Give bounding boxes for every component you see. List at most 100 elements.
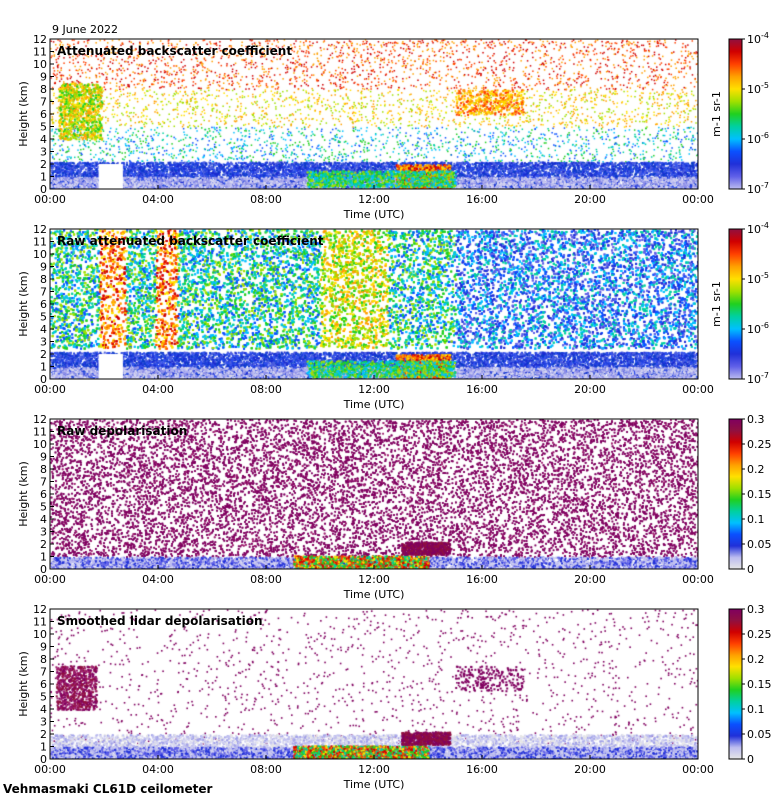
x-axis-label: Time (UTC) <box>343 778 405 791</box>
x-tick-label: 04:00 <box>142 763 174 776</box>
panel-title: Raw depolarisation <box>57 424 187 438</box>
y-tick-label: 0 <box>40 563 47 576</box>
y-tick-label: 6 <box>40 298 47 311</box>
y-tick-label: 3 <box>40 336 47 349</box>
colorbar <box>728 608 743 760</box>
y-tick-label: 9 <box>40 451 47 464</box>
colorbar-tick-label: 10-6 <box>747 321 769 336</box>
x-tick-label: 16:00 <box>466 193 498 206</box>
colorbar-tick-label: 0.2 <box>747 463 765 476</box>
y-tick-label: 2 <box>40 538 47 551</box>
x-tick-label: 16:00 <box>466 383 498 396</box>
x-tick-label: 20:00 <box>574 763 606 776</box>
y-tick-label: 12 <box>33 603 47 616</box>
x-tick-label: 00:00 <box>34 763 66 776</box>
y-tick-label: 9 <box>40 71 47 84</box>
y-tick-label: 8 <box>40 273 47 286</box>
colorbar-tick-label: 0.15 <box>747 488 772 501</box>
y-axis-label: Height (km) <box>17 81 30 147</box>
heatmap-field <box>50 609 698 759</box>
colorbar-tick-label: 0.1 <box>747 703 765 716</box>
x-tick-label: 00:00 <box>682 573 714 586</box>
y-tick-label: 10 <box>33 248 47 261</box>
y-tick-label: 8 <box>40 463 47 476</box>
x-tick-label: 08:00 <box>250 573 282 586</box>
date-label: 9 June 2022 <box>52 23 118 36</box>
x-tick-label: 04:00 <box>142 193 174 206</box>
y-tick-label: 5 <box>40 691 47 704</box>
y-axis-label: Height (km) <box>17 651 30 717</box>
x-tick-label: 04:00 <box>142 383 174 396</box>
colorbar-tick-label: 0.2 <box>747 653 765 666</box>
x-tick-label: 12:00 <box>358 763 390 776</box>
x-tick-label: 00:00 <box>34 193 66 206</box>
colorbar-tick-label: 10-6 <box>747 131 769 146</box>
y-tick-label: 1 <box>40 551 47 564</box>
y-tick-label: 10 <box>33 628 47 641</box>
y-tick-label: 7 <box>40 476 47 489</box>
x-tick-label: 12:00 <box>358 193 390 206</box>
x-tick-label: 08:00 <box>250 193 282 206</box>
x-tick-label: 00:00 <box>34 573 66 586</box>
y-tick-label: 2 <box>40 158 47 171</box>
x-tick-label: 00:00 <box>682 193 714 206</box>
y-tick-label: 12 <box>33 223 47 236</box>
x-tick-label: 00:00 <box>682 383 714 396</box>
colorbar-tick-label: 10-4 <box>747 31 769 46</box>
y-tick-label: 3 <box>40 526 47 539</box>
colorbar-tick-label: 10-7 <box>747 181 769 196</box>
colorbar-tick-label: 10-5 <box>747 81 769 96</box>
colorbar <box>728 418 743 570</box>
y-tick-label: 4 <box>40 703 47 716</box>
x-tick-label: 00:00 <box>682 763 714 776</box>
x-tick-label: 20:00 <box>574 383 606 396</box>
x-tick-label: 20:00 <box>574 193 606 206</box>
colorbar-tick-label: 0.05 <box>747 728 772 741</box>
y-tick-label: 3 <box>40 716 47 729</box>
y-tick-label: 12 <box>33 33 47 46</box>
y-tick-label: 11 <box>33 426 47 439</box>
x-axis-label: Time (UTC) <box>343 398 405 411</box>
y-tick-label: 1 <box>40 741 47 754</box>
y-tick-label: 5 <box>40 121 47 134</box>
colorbar-unit: m-1 sr-1 <box>710 91 723 137</box>
y-tick-label: 9 <box>40 261 47 274</box>
colorbar-tick-label: 0 <box>747 563 754 576</box>
y-tick-label: 3 <box>40 146 47 159</box>
y-tick-label: 10 <box>33 438 47 451</box>
x-tick-label: 20:00 <box>574 573 606 586</box>
colorbar-tick-label: 0.25 <box>747 438 772 451</box>
heatmap-field <box>50 419 698 569</box>
panel-title: Raw attenuated backscatter coefficient <box>57 234 324 248</box>
y-tick-label: 1 <box>40 361 47 374</box>
y-tick-label: 2 <box>40 728 47 741</box>
x-axis-label: Time (UTC) <box>343 208 405 221</box>
colorbar-tick-label: 10-7 <box>747 371 769 386</box>
y-tick-label: 1 <box>40 171 47 184</box>
panel-title: Attenuated backscatter coefficient <box>57 44 292 58</box>
x-tick-label: 12:00 <box>358 383 390 396</box>
y-tick-label: 11 <box>33 616 47 629</box>
colorbar-tick-label: 0.1 <box>747 513 765 526</box>
y-tick-label: 12 <box>33 413 47 426</box>
y-axis-label: Height (km) <box>17 271 30 337</box>
y-tick-label: 4 <box>40 513 47 526</box>
colorbar-unit: m-1 sr-1 <box>710 281 723 327</box>
y-tick-label: 7 <box>40 286 47 299</box>
y-tick-label: 0 <box>40 373 47 386</box>
heatmap-field <box>50 229 698 379</box>
y-tick-label: 7 <box>40 96 47 109</box>
x-tick-label: 16:00 <box>466 763 498 776</box>
colorbar-tick-label: 0 <box>747 753 754 766</box>
y-tick-label: 0 <box>40 183 47 196</box>
y-tick-label: 0 <box>40 753 47 766</box>
colorbar <box>728 228 743 380</box>
y-axis-label: Height (km) <box>17 461 30 527</box>
panel-title: Smoothed lidar depolarisation <box>57 614 263 628</box>
x-axis-label: Time (UTC) <box>343 588 405 601</box>
y-tick-label: 7 <box>40 666 47 679</box>
